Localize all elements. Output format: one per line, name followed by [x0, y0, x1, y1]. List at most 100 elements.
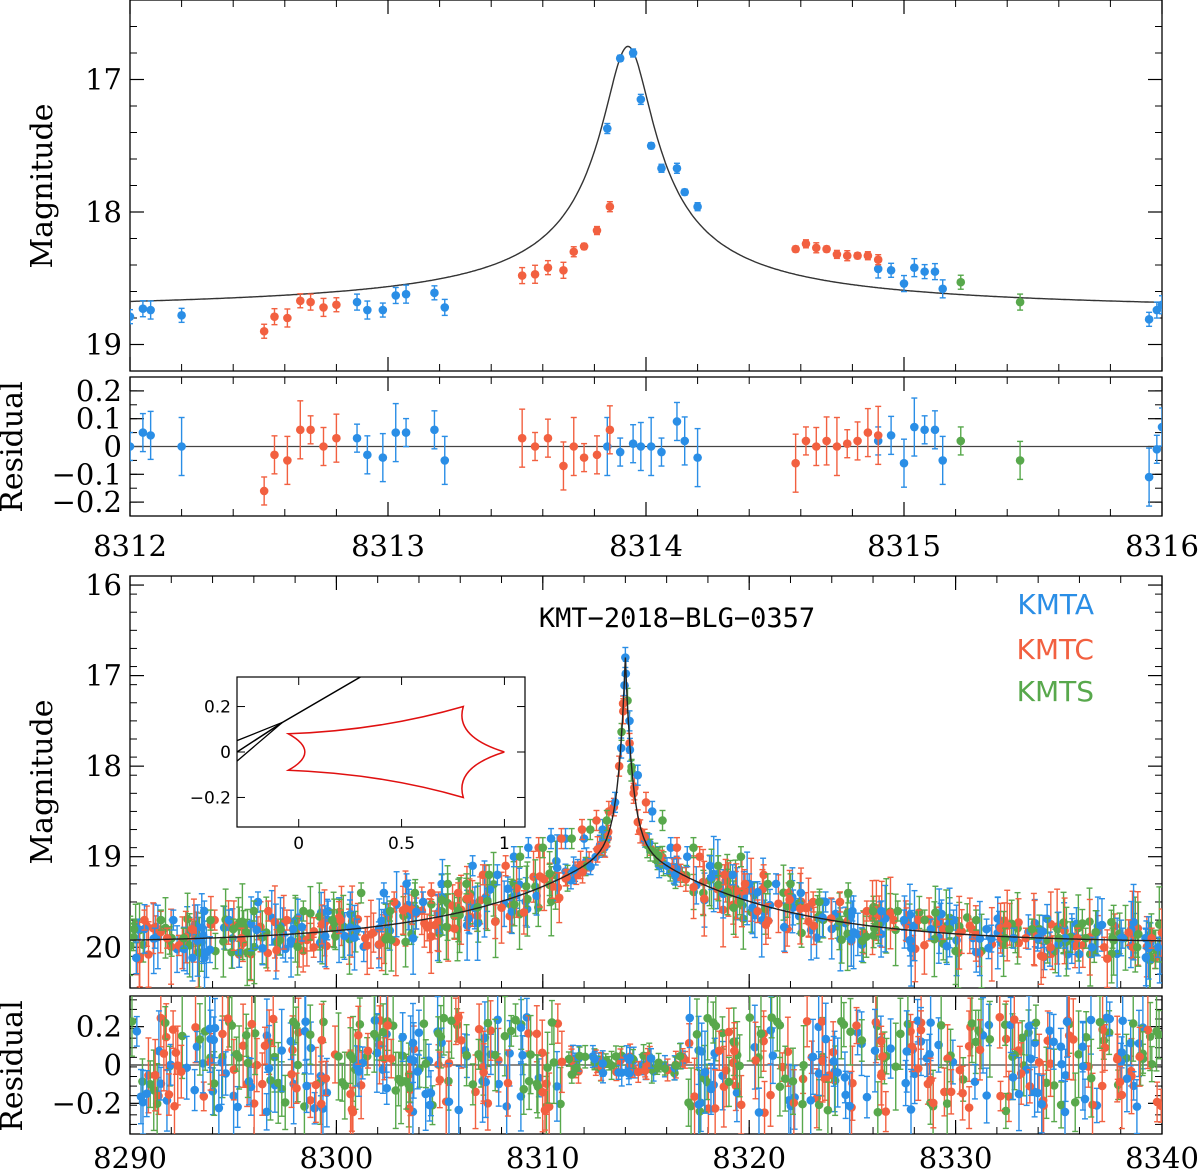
- full-point-kmts: [276, 924, 285, 934]
- x-tick-label-2: 8314: [609, 529, 683, 563]
- full-point-kmtc: [430, 920, 440, 930]
- full-point-kmta: [1074, 949, 1084, 959]
- zoom-residual-point-kmtc: [259, 486, 269, 496]
- full-point-kmts: [427, 900, 436, 909]
- full-residual-point-kmtc: [311, 1080, 321, 1090]
- full-point-kmts: [689, 843, 698, 852]
- full-residual-point-kmts: [250, 1029, 260, 1038]
- full-residual-point-kmta: [414, 1028, 424, 1037]
- x-tick-label-0: 8312: [93, 529, 167, 563]
- zoom-point-kmta: [930, 267, 940, 276]
- full-point-kmtc: [557, 834, 566, 843]
- full-point-kmts: [858, 936, 867, 946]
- full-point-kmts: [462, 879, 471, 889]
- full-point-kmta: [150, 933, 160, 943]
- full-point-kmts: [868, 906, 878, 916]
- full-residual-point-kmtc: [252, 1060, 262, 1070]
- full-point-kmta: [1038, 927, 1048, 936]
- full-point-kmts: [1108, 933, 1117, 943]
- zoom-residual-panel: 0.20.10−0.1−0.2 8312 8313 8314 8315 8316: [52, 374, 1199, 563]
- full-residual-point-kmta: [926, 1018, 935, 1027]
- full-point-kmtc: [374, 940, 384, 949]
- full-point-kmtc: [629, 789, 638, 798]
- full-point-kmts: [893, 906, 903, 916]
- zoom-residual-point-kmta: [1152, 444, 1162, 454]
- full-point-kmta: [796, 888, 806, 898]
- full-point-kmts: [299, 906, 308, 916]
- full-point-kmta: [905, 935, 915, 945]
- zoom-residual-point-kmta: [615, 447, 625, 457]
- full-point-kmtc: [309, 927, 319, 936]
- full-point-kmts: [510, 900, 519, 909]
- zoom-residual-point-kmta: [680, 436, 689, 446]
- full-point-kmts: [473, 902, 482, 912]
- full-point-kmtc: [577, 825, 587, 834]
- full-point-kmta: [949, 915, 958, 925]
- zoom-point-kmta: [938, 284, 947, 294]
- full-residual-point-kmta: [1049, 1037, 1058, 1047]
- zoom-point-kmtc: [295, 296, 305, 306]
- full-residual-point-kmta: [208, 1086, 218, 1096]
- y-tick-label-2: −0.2: [52, 1086, 122, 1120]
- full-point-kmta: [288, 924, 298, 934]
- full-point-kmtc: [862, 906, 872, 916]
- full-point-kmts: [713, 861, 723, 871]
- zoom-point-kmtc: [530, 269, 540, 279]
- full-residual-point-kmtc: [1034, 1058, 1044, 1067]
- zoom-point-kmtc: [811, 243, 821, 253]
- full-point-kmtc: [1124, 928, 1133, 937]
- zoom-residual-point-kmtc: [319, 442, 328, 451]
- full-point-kmtc: [740, 879, 750, 889]
- full-point-kmts: [1091, 927, 1100, 937]
- full-residual-point-kmta: [522, 1013, 532, 1022]
- zoom-point-kmta: [873, 264, 883, 274]
- full-point-kmtc: [753, 906, 762, 916]
- zoom-residual-point-kmtc: [873, 431, 883, 440]
- full-point-kmta: [200, 906, 209, 916]
- zoom-residual-point-kmtc: [822, 436, 831, 446]
- zoom-point-kmta: [628, 48, 638, 58]
- full-residual-point-kmtc: [288, 1045, 297, 1055]
- full-point-kmta: [625, 716, 634, 726]
- full-point-kmts: [736, 852, 746, 862]
- full-point-kmta: [503, 884, 513, 894]
- full-point-kmts: [1155, 920, 1162, 929]
- zoom-point-kmta: [363, 305, 372, 315]
- full-residual-point-kmtc: [247, 1019, 257, 1029]
- full-point-kmta: [579, 834, 589, 843]
- full-residual-point-kmts: [511, 1015, 520, 1025]
- zoom-residual-point-kmtc: [791, 458, 800, 468]
- full-point-kmta: [666, 843, 676, 852]
- zoom-residual-point-kmtc: [863, 428, 873, 437]
- full-point-kmts: [567, 834, 576, 843]
- y-tick-label-4: −0.2: [52, 485, 122, 519]
- full-point-kmts: [602, 816, 612, 825]
- x-tick-label-5: 8340: [1125, 1141, 1199, 1172]
- zoom-residual-point-kmta: [363, 450, 372, 460]
- zoom-point-kmtc: [822, 244, 831, 254]
- zoom-residual-point-kmta: [440, 456, 450, 465]
- full-point-kmta: [821, 897, 830, 907]
- full-point-kmts: [327, 915, 337, 925]
- full-residual-point-kmts: [293, 1060, 303, 1070]
- full-point-kmtc: [144, 950, 153, 959]
- zoom-residual-point-kmts: [956, 436, 966, 446]
- full-residual-point-kmta: [310, 1103, 319, 1113]
- zoom-residual-point-kmta: [899, 458, 909, 468]
- zoom-residual-point-kmts: [1015, 456, 1025, 465]
- full-point-kmta: [876, 906, 886, 916]
- y-tick-label-2: 18: [85, 749, 122, 783]
- full-point-kmta: [1153, 942, 1162, 952]
- full-point-kmta: [297, 922, 307, 932]
- zoom-point-kmtc: [306, 297, 315, 307]
- y-tick-label-0: 16: [85, 568, 122, 602]
- full-point-kmtc: [162, 933, 172, 943]
- full-point-kmts: [385, 906, 395, 916]
- zoom-point-kmta: [1157, 300, 1162, 310]
- y-tick-label-1: 0: [104, 1048, 122, 1082]
- zoom-point-kmtc: [517, 271, 527, 280]
- full-point-kmtc: [389, 897, 399, 907]
- zoom-residual-point-kmta: [628, 439, 638, 449]
- full-point-kmts: [714, 880, 723, 890]
